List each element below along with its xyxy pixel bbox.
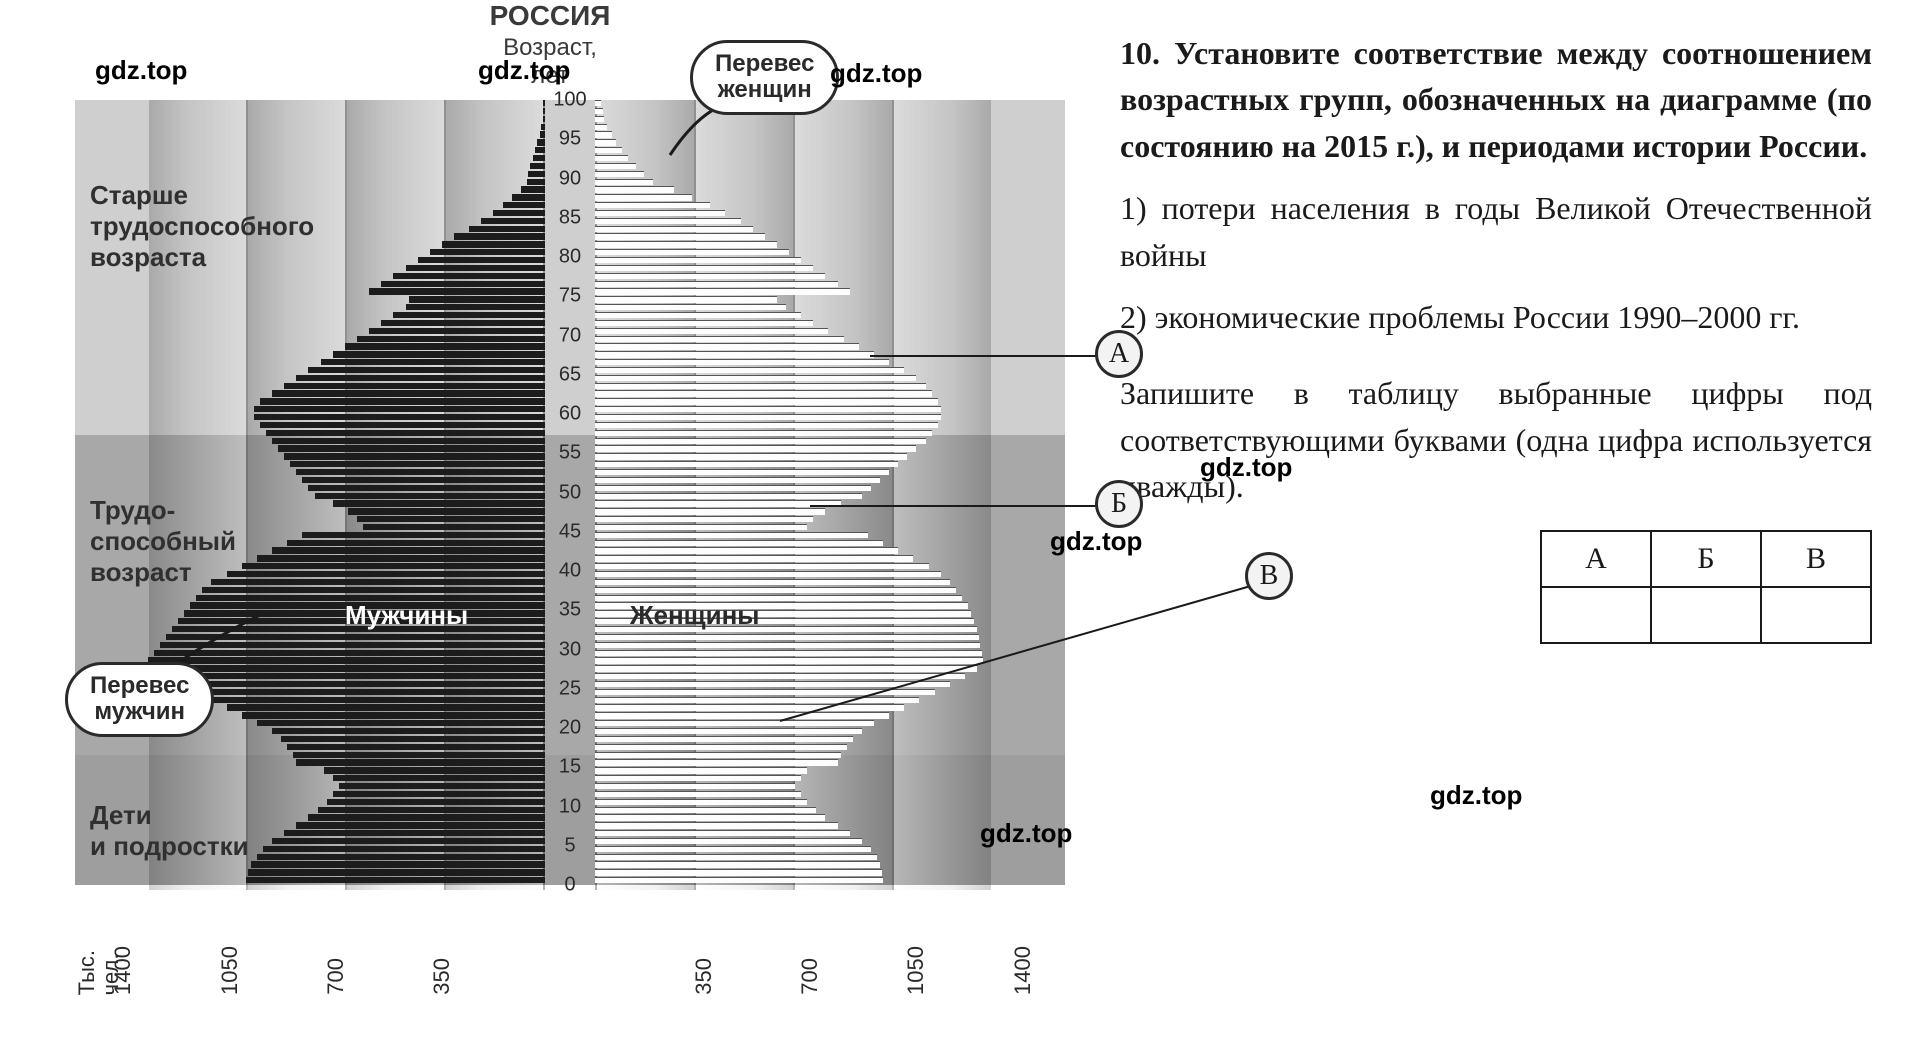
age-tick: 20	[545, 717, 595, 740]
x-tick: 1400	[110, 946, 136, 995]
marker-V: В	[1245, 552, 1293, 600]
marker-A: А	[1095, 330, 1143, 378]
callout-male-surplus: Перевесмужчин	[65, 662, 214, 737]
th-A: А	[1541, 531, 1651, 587]
watermark: gdz.top	[478, 55, 570, 86]
watermark: gdz.top	[1430, 780, 1522, 811]
age-tick: 65	[545, 363, 595, 386]
x-tick: 700	[323, 958, 349, 995]
watermark: gdz.top	[980, 818, 1072, 849]
age-tick-strip: 1009590858075706560555045403530252015105…	[545, 100, 595, 890]
task-heading: 10. Установите соответствие меж­ду соотн…	[1120, 30, 1872, 169]
age-tick: 15	[545, 756, 595, 779]
option-1: 1) потери населения в годы Ве­ликой Отеч…	[1120, 185, 1872, 278]
age-tick: 50	[545, 481, 595, 504]
task-options: 1) потери населения в годы Ве­ликой Отеч…	[1120, 185, 1872, 340]
band-label-old: Старшетрудоспособноговозраста	[90, 180, 314, 274]
age-tick: 40	[545, 560, 595, 583]
pyramid-area: 1009590858075706560555045403530252015105…	[75, 100, 1065, 890]
task-head-text: Установите соответствие меж­ду соотношен…	[1120, 35, 1872, 164]
age-tick: 45	[545, 520, 595, 543]
option-2: 2) экономические проблемы Рос­сии 1990–2…	[1120, 294, 1872, 340]
watermark: gdz.top	[830, 58, 922, 89]
x-tick: 350	[429, 958, 455, 995]
chart-title: РОССИЯ	[0, 0, 1100, 32]
x-tick: 1050	[903, 946, 929, 995]
x-tick: 1050	[217, 946, 243, 995]
leader-B	[810, 505, 1100, 507]
age-tick: 95	[545, 128, 595, 151]
task-number: 10.	[1120, 35, 1160, 71]
th-V: В	[1761, 531, 1871, 587]
band-label-young: Детии подростки	[90, 800, 249, 862]
band-label-work: Трудо-способныйвозраст	[90, 495, 236, 589]
age-tick: 25	[545, 677, 595, 700]
task-text: 10. Установите соответствие меж­ду соотн…	[1100, 0, 1912, 1047]
side-label-female: Женщины	[630, 600, 760, 631]
ans-V[interactable]	[1761, 587, 1871, 643]
age-tick: 85	[545, 206, 595, 229]
th-B: Б	[1651, 531, 1761, 587]
age-tick: 55	[545, 442, 595, 465]
age-tick: 75	[545, 285, 595, 308]
watermark: gdz.top	[95, 55, 187, 86]
age-tick: 35	[545, 599, 595, 622]
age-tick: 5	[545, 834, 595, 857]
x-axis-ticks: Тыс.чел. 1400140010501050700700350350	[75, 895, 1065, 1015]
side-label-male: Мужчины	[345, 600, 468, 631]
callout-female-surplus: Перевесженщин	[690, 40, 839, 115]
age-tick: 10	[545, 795, 595, 818]
population-pyramid-chart: РОССИЯ Возраст,лет 100959085807570656055…	[0, 0, 1100, 1047]
leader-A	[870, 355, 1100, 357]
age-tick: 100	[545, 89, 595, 112]
x-tick: 350	[691, 958, 717, 995]
callout-pointer-male	[170, 610, 270, 670]
marker-B: Б	[1095, 480, 1143, 528]
age-tick: 80	[545, 246, 595, 269]
watermark: gdz.top	[1200, 452, 1292, 483]
x-tick: 700	[797, 958, 823, 995]
age-tick: 70	[545, 324, 595, 347]
age-tick: 0	[545, 874, 595, 897]
task-instruction: Запишите в таблицу выбранные цифры под с…	[1120, 370, 1872, 509]
bars-female	[595, 100, 1065, 890]
answer-table: А Б В	[1540, 530, 1872, 644]
ans-B[interactable]	[1651, 587, 1761, 643]
page-root: РОССИЯ Возраст,лет 100959085807570656055…	[0, 0, 1912, 1047]
x-tick: 1400	[1010, 946, 1036, 995]
age-tick: 60	[545, 403, 595, 426]
ans-A[interactable]	[1541, 587, 1651, 643]
watermark: gdz.top	[1050, 526, 1142, 557]
age-tick: 30	[545, 638, 595, 661]
age-tick: 90	[545, 167, 595, 190]
